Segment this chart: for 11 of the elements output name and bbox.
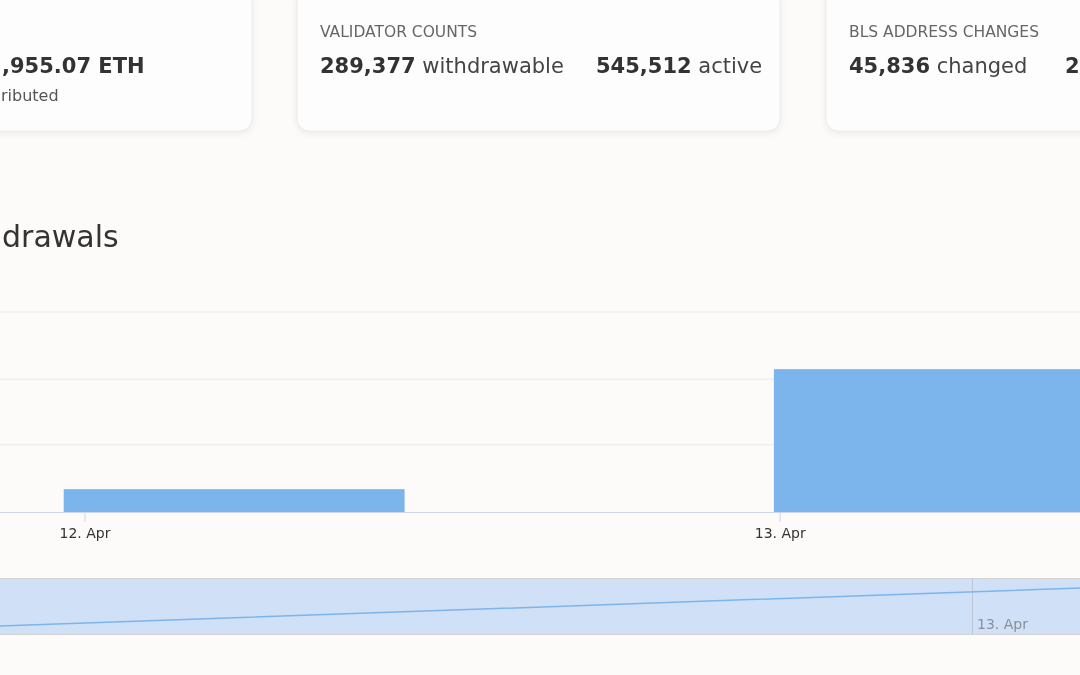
- annotation: 13. Apr: [977, 616, 1029, 632]
- text: 45,836 changed: [849, 54, 1028, 78]
- text: ,955.07 ETH: [2, 54, 145, 78]
- text: 289,377 withdrawable: [320, 54, 564, 78]
- text: BLS ADDRESS CHANGES: [849, 23, 1039, 41]
- x-tick-label: 12. Apr: [59, 525, 111, 541]
- text: 545,512 active: [596, 54, 763, 78]
- text: ributed: [1, 86, 59, 105]
- text: VALIDATOR COUNTS: [320, 23, 478, 41]
- text: 2: [1065, 54, 1080, 78]
- chart-title: drawals: [2, 219, 119, 254]
